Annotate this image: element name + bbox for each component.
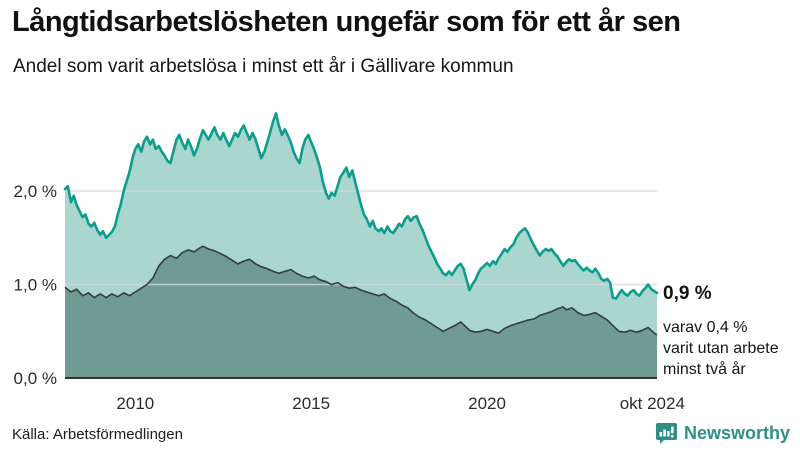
end-value-label: 0,9 % bbox=[663, 283, 712, 304]
newsworthy-logo: Newsworthy bbox=[655, 422, 790, 445]
page-title: Långtidsarbetslösheten ungefär som för e… bbox=[12, 6, 681, 38]
brand-name: Newsworthy bbox=[683, 423, 790, 443]
y-tick-label: 1,0 % bbox=[14, 276, 57, 295]
y-tick-label: 2,0 % bbox=[14, 182, 57, 201]
newsworthy-chart-bubble-icon bbox=[655, 423, 677, 444]
end-value-sublabel: varav 0,4 % varit utan arbete minst två … bbox=[663, 317, 779, 380]
source-note: Källa: Arbetsförmedlingen bbox=[12, 426, 183, 443]
chart-subtitle: Andel som varit arbetslösa i minst ett å… bbox=[13, 56, 514, 77]
sublabel-line-3: minst två år bbox=[663, 361, 746, 378]
x-tick-label: 2010 bbox=[116, 394, 154, 413]
line-total-one-year bbox=[63, 112, 659, 300]
x-tick-label: 2015 bbox=[292, 394, 330, 413]
line-two-years bbox=[64, 245, 658, 336]
x-tick-label: okt 2024 bbox=[620, 394, 685, 413]
area-two-years bbox=[65, 246, 657, 378]
sublabel-line-1: varav 0,4 % bbox=[663, 319, 748, 336]
sublabel-line-2: varit utan arbete bbox=[663, 340, 779, 357]
y-tick-label: 0,0 % bbox=[14, 369, 57, 388]
x-tick-label: 2020 bbox=[468, 394, 506, 413]
